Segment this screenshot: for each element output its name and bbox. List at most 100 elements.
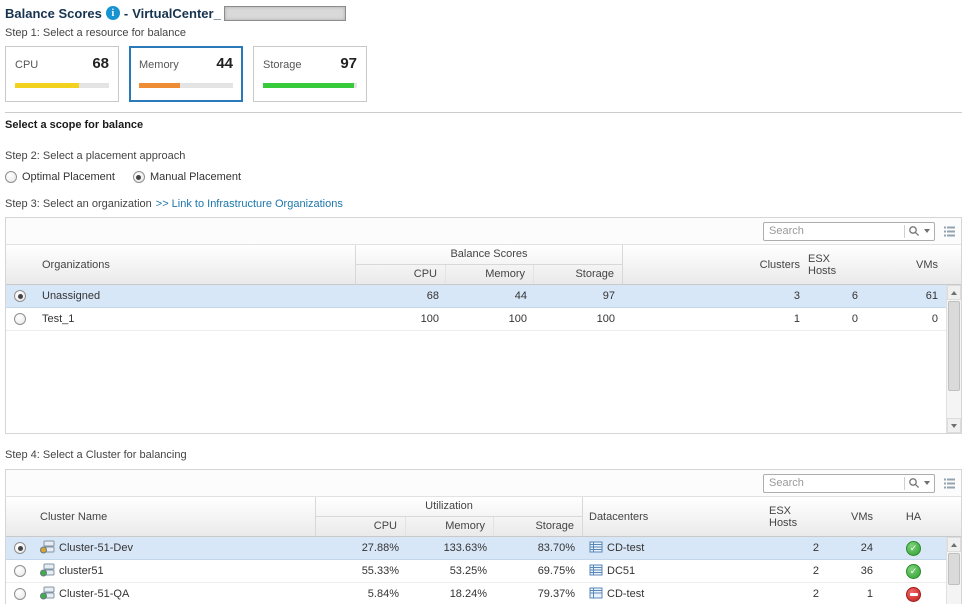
search-icon[interactable]: [905, 477, 923, 489]
cluster-search-box: [763, 473, 935, 493]
radio-column-header: [6, 245, 34, 284]
datacenter-cell: CD-test: [583, 537, 769, 559]
scope-title: Select a scope for balance: [5, 119, 144, 131]
search-input[interactable]: [764, 477, 904, 489]
row-radio[interactable]: [14, 588, 26, 600]
org-name-cell: Unassigned: [42, 290, 101, 302]
card-label: Memory: [139, 59, 179, 71]
radio-optimal-placement[interactable]: Optimal Placement: [5, 171, 115, 183]
ha-disabled-icon: [906, 586, 921, 602]
row-radio[interactable]: [14, 565, 26, 577]
cluster-name-cell: Cluster-51-Dev: [34, 537, 317, 559]
radio-icon[interactable]: [132, 171, 145, 183]
search-divider: [904, 476, 905, 490]
memory-cell: 100: [508, 313, 527, 325]
col-organizations[interactable]: Organizations: [42, 258, 110, 271]
resource-card-memory[interactable]: Memory 44: [129, 46, 243, 102]
row-radio-cell: [6, 583, 34, 604]
vms-cell: 24: [860, 542, 873, 554]
row-radio[interactable]: [14, 313, 26, 325]
esx-hosts-cell: 0: [851, 313, 858, 325]
vms-cell: 0: [931, 313, 938, 325]
search-dropdown-icon[interactable]: [923, 229, 934, 233]
cluster-icon: [40, 563, 55, 580]
scrollbar-thumb[interactable]: [948, 553, 960, 585]
cpu-cell: 68: [426, 290, 439, 302]
esx-hosts-cell: 2: [812, 588, 819, 600]
row-radio[interactable]: [14, 542, 26, 554]
col-storage[interactable]: Storage: [535, 520, 574, 533]
balance-scores-group-header: Balance Scores CPU Memory Storage: [355, 245, 623, 284]
row-radio[interactable]: [14, 290, 26, 302]
radio-icon[interactable]: [5, 171, 17, 183]
org-table-header: Organizations Balance Scores CPU Memory …: [6, 245, 961, 285]
datacenter-icon: [589, 541, 603, 556]
col-cpu[interactable]: CPU: [356, 264, 446, 284]
info-icon[interactable]: i: [105, 6, 120, 20]
col-esx-hosts[interactable]: ESX Hosts: [808, 252, 837, 277]
datacenter-cell: CD-test: [583, 583, 769, 604]
resource-card-cpu[interactable]: CPU 68: [5, 46, 119, 102]
memory-cell: 18.24%: [449, 588, 487, 600]
search-icon[interactable]: [905, 225, 923, 237]
vms-cell: 61: [925, 290, 938, 302]
clusters-cell: 1: [793, 313, 800, 325]
cluster-row-dev[interactable]: Cluster-51-Dev 27.88% 133.63% 83.70% CD-…: [6, 537, 946, 560]
scrollbar-thumb[interactable]: [948, 301, 960, 391]
search-input[interactable]: [764, 225, 904, 237]
cluster-row-qa[interactable]: Cluster-51-QA 5.84% 18.24% 79.37% CD-tes…: [6, 583, 946, 604]
scroll-up-icon[interactable]: [947, 537, 961, 552]
redacted-text: [223, 5, 346, 21]
col-memory[interactable]: Memory: [446, 264, 534, 284]
radio-manual-placement[interactable]: Manual Placement: [132, 171, 241, 183]
org-table-toolbar: [6, 218, 961, 245]
cluster-name-cell: cluster51: [34, 560, 317, 582]
cpu-cell: 27.88%: [361, 542, 399, 554]
col-vms[interactable]: VMs: [851, 510, 873, 523]
scroll-up-icon[interactable]: [947, 285, 961, 300]
col-datacenters[interactable]: Datacenters: [589, 510, 649, 523]
col-vms[interactable]: VMs: [916, 258, 938, 271]
vms-cell: 36: [860, 565, 873, 577]
org-name-cell: Test_1: [42, 313, 75, 325]
scrollbar-track[interactable]: [947, 552, 961, 604]
storage-cell: 79.37%: [537, 588, 575, 600]
storage-cell: 69.75%: [537, 565, 575, 577]
org-row-unassigned[interactable]: Unassigned 68 44 97 3 6 61: [6, 285, 946, 308]
scrollbar-track[interactable]: [947, 300, 961, 418]
page-header: Balance Scores i - VirtualCenter_: [5, 4, 962, 22]
section-divider: [5, 112, 962, 113]
col-cluster-name[interactable]: Cluster Name: [40, 510, 108, 523]
datacenter-cell: DC51: [583, 560, 769, 582]
score-bar: [139, 83, 233, 88]
title-separator: -: [123, 5, 129, 21]
card-label: CPU: [15, 59, 39, 71]
group-header-label: Balance Scores: [356, 245, 622, 265]
search-divider: [904, 224, 905, 238]
cluster-row-cluster51[interactable]: cluster51 55.33% 53.25% 69.75% DC51 2 36…: [6, 560, 946, 583]
storage-cell: 97: [602, 290, 615, 302]
table-customizer-icon[interactable]: [943, 477, 956, 490]
table-customizer-icon[interactable]: [943, 225, 956, 238]
step1-label: Step 1: Select a resource for balance: [5, 27, 186, 39]
datacenter-name: DC51: [607, 565, 636, 577]
infrastructure-organizations-link[interactable]: >> Link to Infrastructure Organizations: [155, 198, 343, 210]
cluster-table-scrollbar[interactable]: [946, 537, 961, 604]
col-cpu[interactable]: CPU: [316, 516, 406, 536]
vms-cell: 1: [866, 588, 873, 600]
placement-options: Optimal Placement Manual Placement: [5, 169, 962, 185]
cluster-name: cluster51: [59, 565, 104, 577]
cluster-icon: [40, 586, 55, 603]
col-memory[interactable]: Memory: [406, 516, 494, 536]
org-row-test1[interactable]: Test_1 100 100 100 1 0 0: [6, 308, 946, 331]
scroll-down-icon[interactable]: [947, 418, 961, 433]
search-dropdown-icon[interactable]: [923, 481, 934, 485]
org-table-body: Unassigned 68 44 97 3 6 61 Test_1 100 10…: [6, 285, 961, 433]
org-table-scrollbar[interactable]: [946, 285, 961, 433]
col-clusters[interactable]: Clusters: [759, 258, 800, 271]
col-esx-hosts[interactable]: ESX Hosts: [769, 504, 798, 529]
resource-card-storage[interactable]: Storage 97: [253, 46, 367, 102]
col-ha[interactable]: HA: [905, 510, 922, 523]
step4-label: Step 4: Select a Cluster for balancing: [5, 449, 187, 461]
col-storage[interactable]: Storage: [575, 268, 614, 281]
